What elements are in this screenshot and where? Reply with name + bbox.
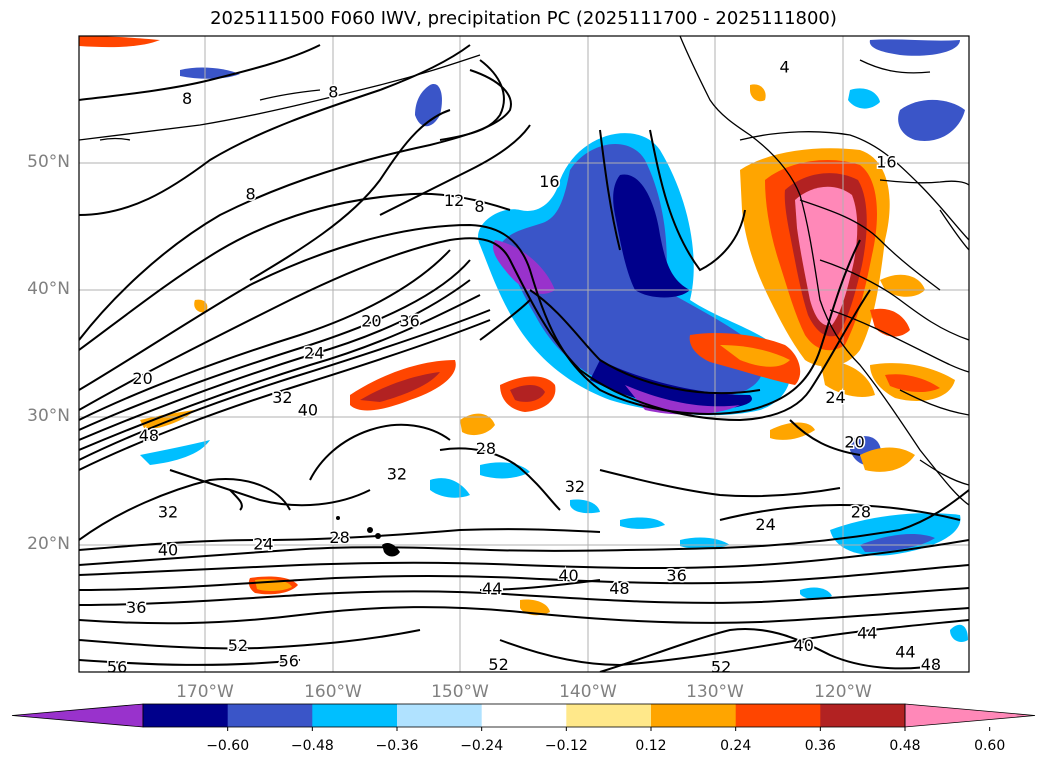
contour-label: 24 (825, 388, 845, 407)
coastlines (79, 36, 969, 506)
colorbar-swatch (312, 704, 398, 727)
contour-label: 20 (844, 433, 864, 452)
contour-label: 36 (126, 598, 146, 617)
contour-label: 32 (387, 464, 407, 483)
contour-label: 48 (139, 426, 159, 445)
contour-label: 32 (158, 503, 178, 522)
contour-label: 28 (476, 439, 496, 458)
lat-tick-20n: 20°N (27, 534, 70, 554)
contour-label: 28 (851, 503, 871, 522)
contour-label: 24 (253, 534, 273, 553)
colorbar-frame (142, 703, 906, 728)
colorbar-swatch (397, 704, 483, 727)
contour-label: 56 (107, 658, 127, 677)
colorbar-tick-label: 0.24 (720, 738, 752, 754)
contour-label: 16 (876, 153, 896, 172)
chart-title: 2025111500 F060 IWV, precipitation PC (2… (210, 8, 837, 29)
colorbar-tick-label: −0.12 (544, 738, 588, 754)
lon-tick-150w: 150°W (431, 682, 489, 702)
colorbar-tick-label: 0.36 (804, 738, 836, 754)
colorbar-tick-label: −0.48 (290, 738, 334, 754)
lat-tick-50n: 50°N (27, 152, 70, 172)
contour-label: 28 (329, 528, 349, 547)
contour-label: 20 (132, 369, 152, 388)
contour-label: 48 (609, 579, 629, 598)
contour-label: 52 (228, 636, 248, 655)
colorbar-arrow-left (11, 703, 144, 728)
colorbar-tick-label: −0.60 (206, 738, 250, 754)
contour-label: 8 (182, 89, 192, 108)
contour-label: 56 (279, 651, 299, 670)
contour-label: 40 (158, 541, 178, 560)
contour-label: 40 (298, 401, 318, 420)
contour-label: 44 (482, 579, 502, 598)
contour-label: 20 (361, 312, 381, 331)
contour-label: 52 (711, 658, 731, 677)
contour-label: 8 (246, 185, 256, 204)
colorbar-tick-label: −0.24 (460, 738, 504, 754)
contour-label: 44 (895, 642, 915, 661)
colorbar-swatch (566, 704, 652, 727)
contour-label: 8 (474, 197, 484, 216)
colorbar-tick-label: 0.12 (635, 738, 667, 754)
colorbar-swatch (143, 704, 229, 727)
positive-precip-shading (79, 36, 955, 616)
contour-label: 40 (558, 566, 578, 585)
colorbar-tick-label: 0.60 (974, 738, 1006, 754)
contour-label: 24 (304, 344, 324, 363)
contour-label: 32 (272, 388, 292, 407)
map-frame (78, 35, 970, 673)
colorbar (11, 703, 1036, 731)
lat-tick-40n: 40°N (27, 279, 70, 299)
colorbar-tick-label: 0.48 (889, 738, 921, 754)
colorbar-swatch (651, 704, 737, 727)
colorbar-swatch (735, 704, 821, 727)
contour-label: 32 (565, 477, 585, 496)
lon-tick-140w: 140°W (559, 682, 617, 702)
colorbar-arrow-right (904, 703, 1036, 728)
contour-label: 16 (539, 172, 559, 191)
colorbar-tick-label: −0.36 (375, 738, 419, 754)
lon-tick-120w: 120°W (814, 682, 872, 702)
hawaii-islands (336, 516, 400, 557)
contour-label: 40 (794, 636, 814, 655)
contour-label: 36 (666, 566, 686, 585)
lon-tick-160w: 160°W (304, 682, 362, 702)
lon-tick-130w: 130°W (686, 682, 744, 702)
colorbar-swatch (481, 704, 567, 727)
contour-label: 12 (444, 191, 464, 210)
lon-tick-170w: 170°W (176, 682, 234, 702)
contour-label: 52 (488, 655, 508, 674)
contour-label: 4 (780, 57, 790, 76)
contour-label: 48 (921, 655, 941, 674)
colorbar-swatch (820, 704, 906, 727)
contour-label: 36 (399, 312, 419, 331)
lat-tick-30n: 30°N (27, 406, 70, 426)
contour-label: 24 (755, 515, 775, 534)
contour-label: 44 (857, 623, 877, 642)
colorbar-swatch (227, 704, 313, 727)
map-gridlines (79, 36, 969, 672)
iwv-contours (79, 44, 969, 672)
contour-label: 8 (328, 83, 338, 102)
